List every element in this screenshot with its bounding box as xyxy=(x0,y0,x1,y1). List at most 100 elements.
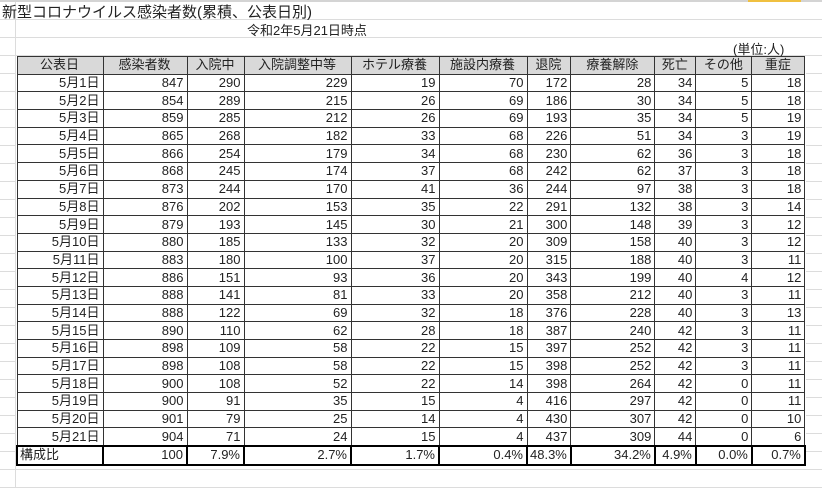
value-cell[interactable]: 100 xyxy=(243,250,352,270)
value-cell[interactable]: 44 xyxy=(654,427,697,447)
value-cell[interactable]: 71 xyxy=(186,427,245,447)
value-cell[interactable]: 193 xyxy=(186,215,245,234)
value-cell[interactable]: 40 xyxy=(654,285,697,305)
value-cell[interactable]: 3 xyxy=(695,339,753,358)
value-cell[interactable]: 10 xyxy=(751,409,806,429)
date-cell[interactable]: 5月21日 xyxy=(16,427,104,447)
date-cell[interactable]: 5月8日 xyxy=(16,197,104,217)
date-cell[interactable]: 5月13日 xyxy=(16,285,104,305)
value-cell[interactable]: 264 xyxy=(570,374,656,394)
value-cell[interactable]: 868 xyxy=(102,162,188,181)
value-cell[interactable]: 11 xyxy=(751,321,806,340)
value-cell[interactable]: 20 xyxy=(438,232,528,252)
value-cell[interactable]: 18 xyxy=(751,73,806,93)
value-cell[interactable]: 36 xyxy=(654,144,697,164)
date-cell[interactable]: 5月20日 xyxy=(16,409,104,429)
value-cell[interactable]: 18 xyxy=(751,162,806,181)
value-cell[interactable]: 186 xyxy=(526,91,572,111)
value-cell[interactable]: 170 xyxy=(243,179,352,199)
value-cell[interactable]: 91 xyxy=(186,392,245,411)
value-cell[interactable]: 52 xyxy=(243,374,352,394)
value-cell[interactable]: 289 xyxy=(186,91,245,111)
value-cell[interactable]: 5 xyxy=(695,73,753,93)
value-cell[interactable]: 34 xyxy=(654,91,697,111)
value-cell[interactable]: 3 xyxy=(695,197,753,217)
value-cell[interactable]: 240 xyxy=(570,321,656,340)
value-cell[interactable]: 890 xyxy=(102,321,188,340)
value-cell[interactable]: 888 xyxy=(102,303,188,323)
value-cell[interactable]: 34 xyxy=(654,73,697,93)
date-cell[interactable]: 5月7日 xyxy=(16,179,104,199)
value-cell[interactable]: 12 xyxy=(751,232,806,252)
value-cell[interactable]: 28 xyxy=(570,73,656,93)
value-cell[interactable]: 68 xyxy=(438,126,528,146)
value-cell[interactable]: 343 xyxy=(526,268,572,287)
value-cell[interactable]: 229 xyxy=(243,73,352,93)
value-cell[interactable]: 41 xyxy=(350,179,440,199)
value-cell[interactable]: 358 xyxy=(526,285,572,305)
value-cell[interactable]: 108 xyxy=(186,356,245,376)
column-header[interactable]: 入院中 xyxy=(186,56,245,75)
value-cell[interactable]: 315 xyxy=(526,250,572,270)
value-cell[interactable]: 6 xyxy=(751,427,806,447)
value-cell[interactable]: 430 xyxy=(526,409,572,429)
value-cell[interactable]: 174 xyxy=(243,162,352,181)
value-cell[interactable]: 34 xyxy=(654,109,697,128)
date-cell[interactable]: 5月18日 xyxy=(16,374,104,394)
value-cell[interactable]: 40 xyxy=(654,232,697,252)
value-cell[interactable]: 387 xyxy=(526,321,572,340)
value-cell[interactable]: 108 xyxy=(186,374,245,394)
value-cell[interactable]: 193 xyxy=(526,109,572,128)
date-cell[interactable]: 5月14日 xyxy=(16,303,104,323)
date-cell[interactable]: 5月6日 xyxy=(16,162,104,181)
value-cell[interactable]: 0 xyxy=(695,409,753,429)
value-cell[interactable]: 33 xyxy=(350,285,440,305)
value-cell[interactable]: 898 xyxy=(102,356,188,376)
ratio-cell[interactable]: 4.9% xyxy=(653,445,697,466)
value-cell[interactable]: 42 xyxy=(654,339,697,358)
value-cell[interactable]: 37 xyxy=(350,162,440,181)
value-cell[interactable]: 859 xyxy=(102,109,188,128)
value-cell[interactable]: 15 xyxy=(438,339,528,358)
value-cell[interactable]: 38 xyxy=(654,179,697,199)
value-cell[interactable]: 21 xyxy=(438,215,528,234)
value-cell[interactable]: 93 xyxy=(243,268,352,287)
value-cell[interactable]: 69 xyxy=(243,303,352,323)
ratio-cell[interactable]: 7.9% xyxy=(186,445,245,466)
value-cell[interactable]: 51 xyxy=(570,126,656,146)
value-cell[interactable]: 242 xyxy=(526,162,572,181)
value-cell[interactable]: 244 xyxy=(186,179,245,199)
value-cell[interactable]: 3 xyxy=(695,232,753,252)
value-cell[interactable]: 865 xyxy=(102,126,188,146)
value-cell[interactable]: 18 xyxy=(438,303,528,323)
value-cell[interactable]: 904 xyxy=(102,427,188,447)
value-cell[interactable]: 182 xyxy=(243,126,352,146)
value-cell[interactable]: 0 xyxy=(695,427,753,447)
value-cell[interactable]: 35 xyxy=(243,392,352,411)
value-cell[interactable]: 18 xyxy=(751,91,806,111)
value-cell[interactable]: 37 xyxy=(654,162,697,181)
value-cell[interactable]: 25 xyxy=(243,409,352,429)
date-cell[interactable]: 5月10日 xyxy=(16,232,104,252)
value-cell[interactable]: 900 xyxy=(102,374,188,394)
value-cell[interactable]: 12 xyxy=(751,268,806,287)
value-cell[interactable]: 20 xyxy=(438,250,528,270)
value-cell[interactable]: 20 xyxy=(438,285,528,305)
value-cell[interactable]: 5 xyxy=(695,109,753,128)
value-cell[interactable]: 3 xyxy=(695,321,753,340)
value-cell[interactable]: 40 xyxy=(654,303,697,323)
value-cell[interactable]: 34 xyxy=(654,126,697,146)
value-cell[interactable]: 3 xyxy=(695,179,753,199)
column-header[interactable]: 入院調整中等 xyxy=(243,56,352,75)
sheet-title[interactable]: 新型コロナウイルス感染者数(累積、公表日別) xyxy=(2,4,312,21)
value-cell[interactable]: 3 xyxy=(695,162,753,181)
value-cell[interactable]: 22 xyxy=(350,339,440,358)
value-cell[interactable]: 15 xyxy=(350,427,440,447)
value-cell[interactable]: 0 xyxy=(695,392,753,411)
ratio-cell[interactable]: 2.7% xyxy=(243,445,352,466)
value-cell[interactable]: 22 xyxy=(350,356,440,376)
value-cell[interactable]: 36 xyxy=(350,268,440,287)
column-header[interactable]: 退院 xyxy=(526,56,572,75)
unit-label[interactable]: (単位:人) xyxy=(733,42,785,57)
value-cell[interactable]: 199 xyxy=(570,268,656,287)
